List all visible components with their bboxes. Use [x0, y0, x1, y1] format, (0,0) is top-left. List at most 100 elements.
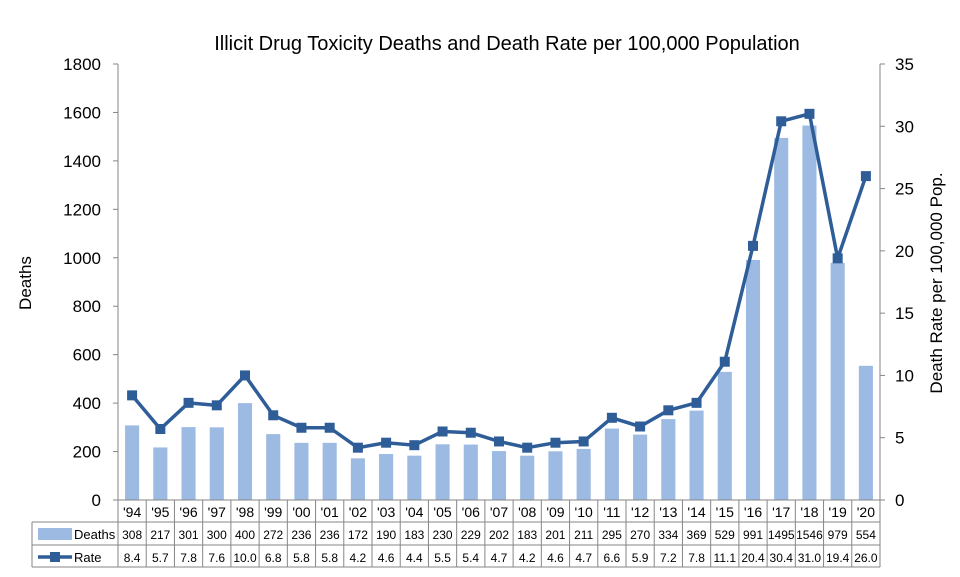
x-tick-label: '98 [236, 504, 254, 520]
rate-point [465, 427, 476, 438]
axes [31, 64, 881, 568]
bar-deaths [125, 425, 140, 500]
data-label-rate: 4.7 [491, 551, 508, 565]
data-label-rate: 6.8 [265, 551, 282, 565]
left-tick-label: 1000 [63, 249, 101, 268]
left-tick-label: 0 [92, 491, 101, 510]
right-tick-label: 20 [895, 242, 914, 261]
data-label-deaths: 236 [291, 528, 311, 542]
data-label-deaths: 529 [715, 528, 735, 542]
data-label-deaths: 172 [348, 528, 368, 542]
bar-deaths [633, 434, 648, 500]
x-tick-label: '97 [208, 504, 226, 520]
bar-deaths [604, 428, 619, 500]
legend-marker-rate [50, 552, 60, 562]
data-label-deaths: 400 [235, 528, 255, 542]
data-label-deaths: 991 [743, 528, 763, 542]
data-label-rate: 19.4 [826, 551, 850, 565]
rate-point [268, 410, 279, 421]
rate-point [550, 437, 561, 448]
right-tick-label: 15 [895, 304, 914, 323]
rate-point [183, 397, 194, 408]
data-label-deaths: 334 [658, 528, 678, 542]
right-axis-ticks: 0 5 10 15 20 25 30 35 [880, 55, 914, 510]
data-label-rate: 5.9 [632, 551, 649, 565]
data-label-rate: 7.2 [660, 551, 677, 565]
data-label-deaths: 300 [207, 528, 227, 542]
x-tick-label: '03 [377, 504, 395, 520]
data-label-deaths: 272 [263, 528, 283, 542]
bar-deaths [661, 419, 676, 500]
bar-deaths [435, 444, 450, 500]
data-label-rate: 5.8 [293, 551, 310, 565]
rate-point [211, 400, 222, 411]
data-label-deaths: 183 [404, 528, 424, 542]
data-label-deaths: 301 [179, 528, 199, 542]
bar-deaths [463, 444, 478, 500]
x-tick-label: '04 [405, 504, 423, 520]
bar-deaths [266, 434, 281, 500]
data-label-rate: 7.6 [208, 551, 225, 565]
data-label-rate: 5.5 [434, 551, 451, 565]
right-tick-label: 30 [895, 117, 914, 136]
data-label-deaths: 1546 [796, 528, 823, 542]
legend-label-deaths: Deaths [74, 527, 116, 542]
right-tick-label: 0 [895, 491, 904, 510]
data-label-rate: 4.6 [547, 551, 564, 565]
rate-point [409, 440, 420, 451]
y2-axis-label: Death Rate per 100,000 Pop. [927, 172, 946, 393]
data-label-deaths: 190 [376, 528, 396, 542]
left-tick-label: 1400 [63, 152, 101, 171]
rate-point [155, 423, 166, 434]
data-label-deaths: 230 [433, 528, 453, 542]
bar-deaths [209, 427, 224, 500]
bars [125, 125, 873, 500]
data-label-rate: 20.4 [741, 551, 765, 565]
right-tick-label: 35 [895, 55, 914, 74]
data-label-rate: 4.2 [519, 551, 536, 565]
data-label-deaths: 1495 [768, 528, 795, 542]
bar-deaths [322, 442, 337, 500]
left-tick-label: 1200 [63, 200, 101, 219]
data-label-rate: 26.0 [854, 551, 878, 565]
data-label-rate: 30.4 [770, 551, 794, 565]
data-label-deaths: 236 [320, 528, 340, 542]
rate-point [437, 426, 448, 437]
data-label-deaths: 308 [122, 528, 142, 542]
bar-deaths [520, 455, 535, 500]
bar-deaths [830, 262, 845, 500]
data-label-rate: 4.4 [406, 551, 423, 565]
x-tick-label: '99 [264, 504, 282, 520]
rate-point [691, 397, 702, 408]
data-label-rate: 31.0 [798, 551, 822, 565]
x-tick-label: '00 [292, 504, 310, 520]
x-tick-label: '17 [772, 504, 790, 520]
data-label-rate: 5.7 [152, 551, 169, 565]
x-tick-label: '11 [603, 504, 620, 520]
bar-deaths [576, 448, 591, 500]
legend-swatch-deaths [38, 528, 72, 540]
x-tick-label: '05 [433, 504, 451, 520]
rate-point [832, 253, 843, 264]
rate-point [324, 422, 335, 433]
bar-deaths [350, 458, 365, 500]
left-tick-label: 400 [73, 394, 101, 413]
x-tick-label: '13 [659, 504, 677, 520]
x-tick-label: '19 [829, 504, 847, 520]
bar-deaths [548, 451, 563, 500]
left-tick-label: 800 [73, 297, 101, 316]
data-label-rate: 11.1 [714, 551, 737, 565]
data-label-deaths: 369 [687, 528, 707, 542]
data-label-deaths: 183 [517, 528, 537, 542]
rate-line [127, 108, 871, 453]
bar-deaths [858, 365, 873, 500]
x-tick-label: '95 [151, 504, 169, 520]
rate-point [494, 436, 504, 447]
x-tick-label: '16 [744, 504, 762, 520]
left-tick-label: 200 [73, 443, 101, 462]
bar-deaths [802, 125, 817, 500]
y-axis-label: Deaths [16, 256, 35, 310]
bar-deaths [379, 453, 394, 500]
rate-point [522, 442, 533, 453]
right-tick-label: 5 [895, 429, 904, 448]
